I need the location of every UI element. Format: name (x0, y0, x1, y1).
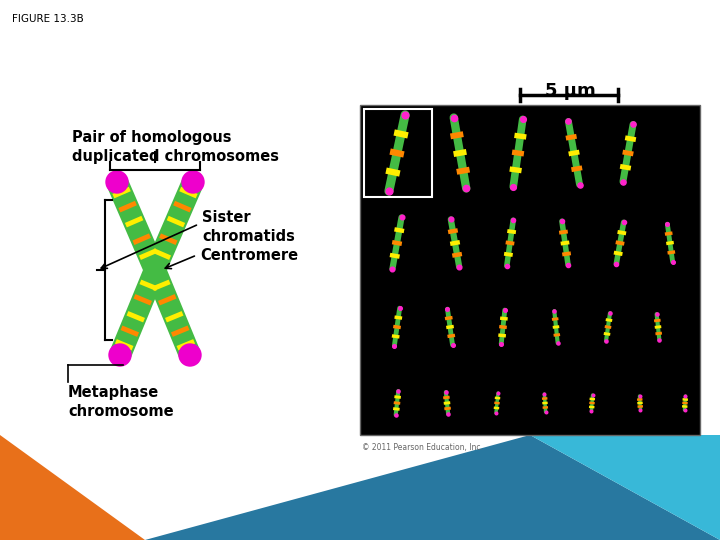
Text: © 2011 Pearson Education, Inc.: © 2011 Pearson Education, Inc. (362, 443, 483, 452)
Text: Pair of homologous
duplicated chromosomes: Pair of homologous duplicated chromosome… (72, 130, 279, 164)
Circle shape (150, 265, 160, 275)
Circle shape (182, 171, 204, 193)
Circle shape (109, 344, 131, 366)
Text: FIGURE 13.3B: FIGURE 13.3B (12, 14, 84, 24)
Text: Metaphase
chromosome: Metaphase chromosome (68, 385, 174, 418)
Text: Sister
chromatids: Sister chromatids (202, 210, 295, 244)
Circle shape (179, 344, 201, 366)
Polygon shape (530, 435, 720, 540)
Bar (364, 109, 432, 197)
Polygon shape (0, 435, 145, 540)
Bar (360, 105, 700, 435)
Text: Centromere: Centromere (200, 247, 298, 262)
Text: 5 μm: 5 μm (544, 82, 595, 100)
Circle shape (106, 171, 128, 193)
Polygon shape (0, 435, 720, 540)
